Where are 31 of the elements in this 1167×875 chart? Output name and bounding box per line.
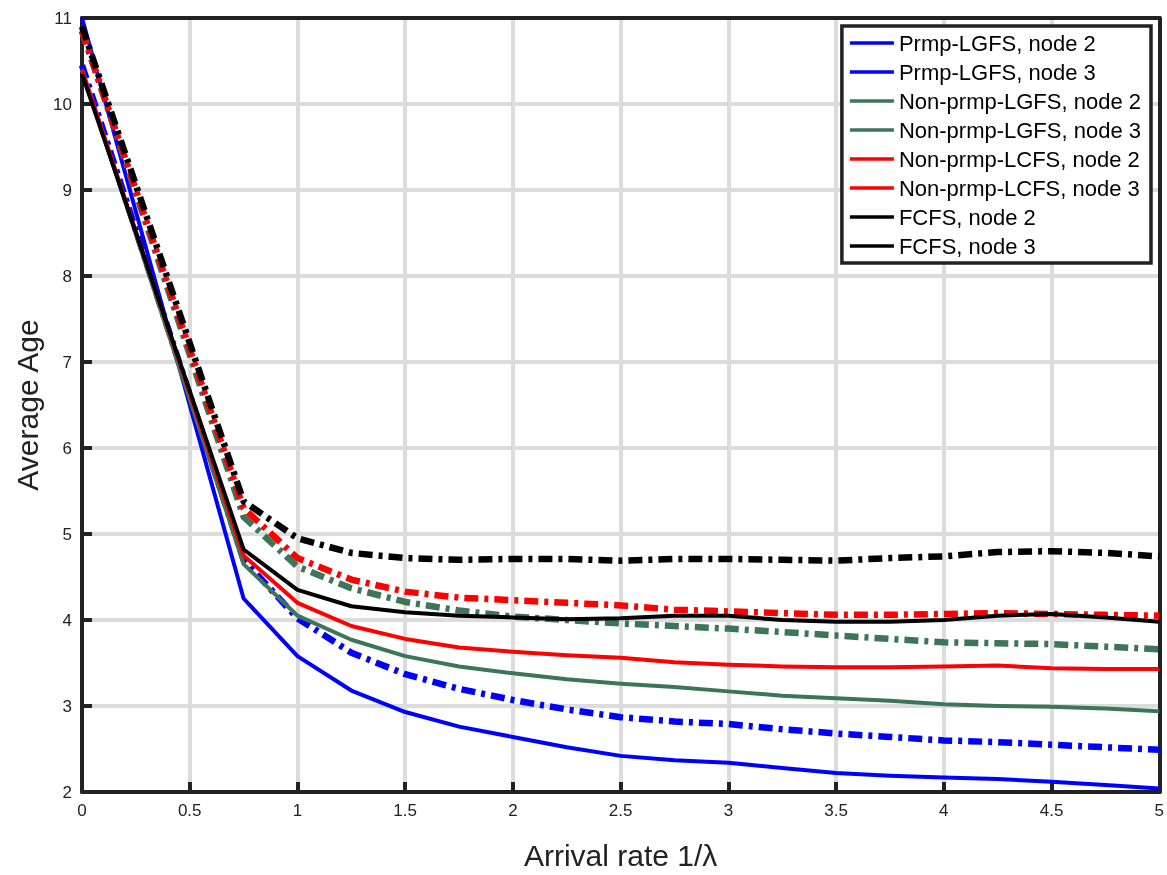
- y-tick-label: 6: [62, 438, 72, 458]
- x-tick-label: 1: [292, 801, 303, 820]
- legend-label: Non-prmp-LCFS, node 3: [898, 175, 1140, 201]
- legend-label: Prmp-LGFS, node 2: [898, 30, 1096, 56]
- x-tick-label: 3.5: [824, 801, 848, 820]
- legend-label: Non-prmp-LGFS, node 3: [898, 117, 1141, 143]
- legend-label: Prmp-LGFS, node 3: [898, 59, 1096, 85]
- x-tick-label: 2: [508, 801, 518, 820]
- x-tick-label: 1.5: [393, 801, 417, 820]
- x-tick-label: 0.5: [177, 801, 202, 820]
- x-tick-label: 2.5: [608, 801, 633, 820]
- x-tick-label: 0: [77, 801, 87, 820]
- y-tick-label: 4: [62, 610, 72, 630]
- y-tick-label: 5: [62, 524, 72, 544]
- y-tick-label: 11: [54, 8, 72, 28]
- x-tick-label: 4.5: [1039, 801, 1064, 820]
- legend-label: FCFS, node 3: [898, 233, 1036, 259]
- y-tick-label: 10: [53, 94, 72, 114]
- y-axis-title: Average Age: [10, 319, 44, 491]
- y-tick-label: 8: [62, 266, 72, 286]
- y-tick-label: 3: [62, 696, 72, 716]
- legend-label: FCFS, node 2: [898, 204, 1036, 230]
- y-tick-label: 2: [62, 782, 72, 802]
- x-tick-label: 5: [1154, 801, 1165, 820]
- y-tick-label: 7: [62, 352, 72, 372]
- x-tick-label: 4: [939, 801, 949, 820]
- legend-label: Non-prmp-LCFS, node 2: [898, 146, 1140, 172]
- legend-label: Non-prmp-LGFS, node 2: [898, 88, 1141, 114]
- x-axis-title: Arrival rate 1/λ: [523, 838, 718, 872]
- x-tick-label: 3: [723, 801, 734, 820]
- y-tick-label: 9: [62, 180, 72, 200]
